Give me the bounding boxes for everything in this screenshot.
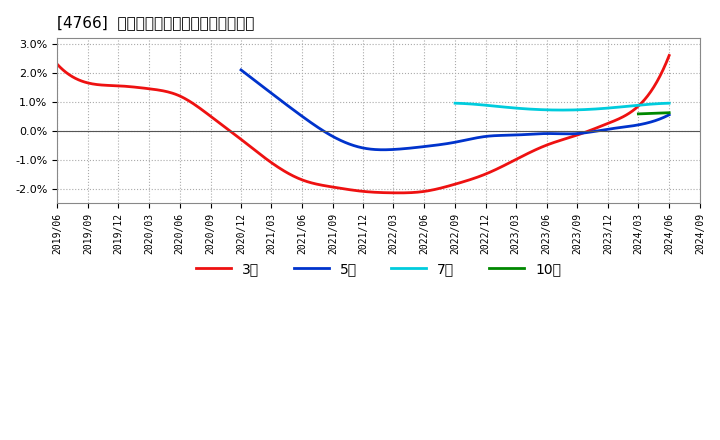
- Text: [4766]  経常利益マージンの平均値の推移: [4766] 経常利益マージンの平均値の推移: [57, 15, 254, 30]
- Legend: 3年, 5年, 7年, 10年: 3年, 5年, 7年, 10年: [191, 257, 567, 282]
